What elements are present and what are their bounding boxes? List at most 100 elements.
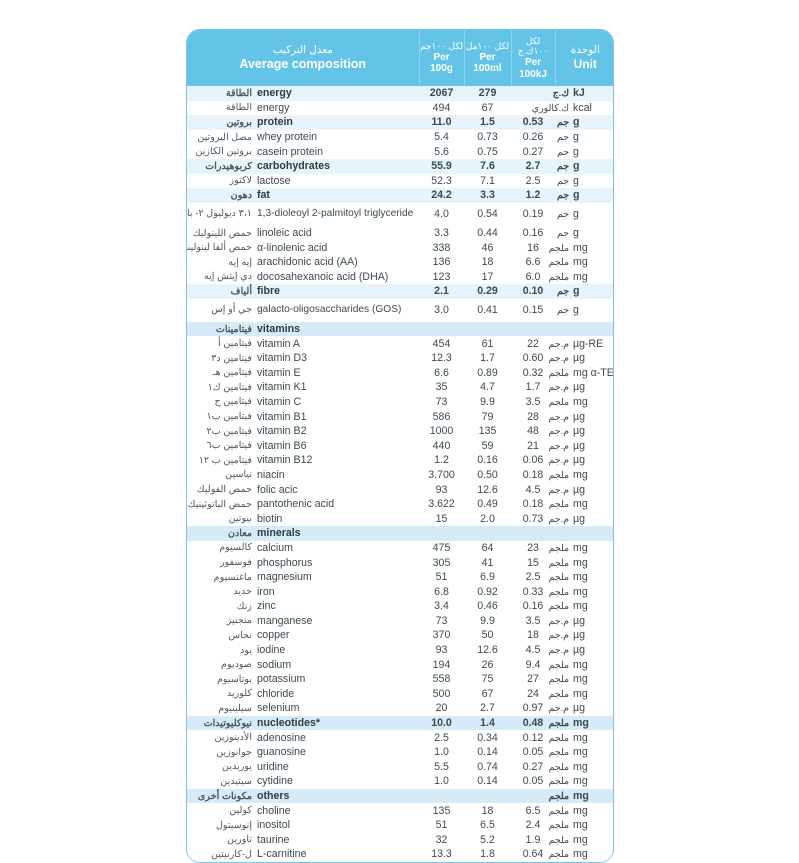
row-label-ar: فيتامين هـ [212,367,252,379]
value-per-100g: 454 [419,336,464,351]
unit-cell [555,321,613,337]
table-row: بروتين protein 11.0 1.5 0.53 جم g [187,115,613,130]
value-per-100ml: 0.14 [464,744,511,760]
header-per-100g-ar: لكل ١٠٠جم [419,40,464,51]
value-per-100g: 11.0 [419,115,464,130]
unit-ar: ك.كالوري [531,101,569,113]
value-per-100ml: 0.92 [464,584,511,599]
table-row: بيوتين biotin 15 2.0 0.73 م.جم µg [187,511,613,527]
row-label-en: 1,3-dioleoyl 2-palmitoyl triglyceride [257,207,414,219]
value-per-100ml: 0.49 [464,496,511,512]
row-label-ar: كولين [229,805,252,817]
unit-en: g [573,304,579,317]
row-label-ar: ماغنسيوم [213,571,252,583]
value-per-100kj: 0.12 [511,730,555,745]
table-row: منجنيز manganese 73 9.9 3.5 م.جم µg [187,613,613,629]
table-row: فيتامين ج vitamin C 73 9.9 3.5 ملجم mg [187,394,613,410]
value-per-100g: 5.6 [419,144,464,159]
table-row: ٣،١ ديولیول ٢- بالمیتول ثلاثي الجليسيريد… [187,202,613,226]
unit-cell: ملجم mg [549,540,613,556]
value-per-100kj: 9.4 [511,657,555,672]
value-per-100kj: 2.5 [511,173,555,189]
nutrition-composition-card: معدل التركيب Average composition لكل ١٠٠… [186,29,614,863]
table-row: فيتامين ب٢ vitamin B2 1000 135 48 م.جم µg [187,423,613,439]
row-label-ar: سيلينيوم [218,702,252,714]
value-per-100ml: 7.1 [464,173,511,189]
table-row: جي أو إس galacto-oligosaccharides (GOS) 3.… [187,298,613,322]
unit-ar: ملجم [548,658,569,670]
table-row: ل-كارنيتين L-carnitine 13.3 1.8 0.64 ملجم mg [187,847,613,862]
table-row: زنك zinc 3.4 0.46 0.16 ملجم mg [187,599,613,614]
value-per-100kj: 6.6 [511,254,555,270]
unit-en: g [573,160,580,173]
row-label-cell: صوديوم sodium [187,657,419,672]
unit-en: µg [573,629,585,642]
row-label-en: chloride [257,687,295,700]
unit-cell: ملجم mg [549,832,613,848]
row-label-cell: الطاقة energy [187,86,419,101]
unit-en: mg [573,819,588,832]
row-label-en: lactose [257,174,291,187]
row-label-cell: مصل البروتين whey protein [187,129,419,145]
row-label-ar: نياسين [225,469,252,481]
value-per-100g: 558 [419,671,464,687]
row-label-cell: ماغنسيوم magnesium [187,569,419,585]
table-row: بوتاسيوم potassium 558 75 27 ملجم mg [187,671,613,687]
unit-ar: جم [556,174,569,186]
table-row: حديد iron 6.8 0.92 0.33 ملجم mg [187,584,613,599]
row-label-ar: فيتامين ب٢ [206,425,253,437]
row-label-en: whey protein [257,131,318,144]
row-label-en: vitamin B12 [257,454,313,467]
unit-ar: ملجم [548,366,569,378]
row-label-cell: مكونات أخرى others [187,788,419,804]
row-label-en: linoleic acid [257,227,312,240]
value-per-100g [419,321,464,337]
value-per-100g: 136 [419,254,464,270]
header-average-composition: معدل التركيب Average composition [187,30,419,86]
value-per-100kj [511,86,555,101]
row-label-ar: الطاقة [225,102,252,114]
unit-cell: جم g [555,298,613,322]
row-label-ar: يود [240,644,252,656]
value-per-100kj: 0.18 [511,467,555,483]
value-per-100g: 338 [419,240,464,255]
unit-cell: ملجم mg [549,774,613,789]
value-per-100kj: 2.5 [511,569,555,585]
row-label-ar: زنك [236,600,252,612]
value-per-100kj [511,526,555,541]
table-row: الطاقة energy 2067 279 ك.ج kJ [187,86,613,101]
value-per-100kj: 0.26 [511,129,555,145]
value-per-100ml: 279 [464,86,511,101]
value-per-100g: 475 [419,540,464,556]
value-per-100g: 3.3 [419,225,464,241]
unit-en: µg [573,439,585,452]
row-label-cell: كولين choline [187,803,419,818]
value-per-100kj [511,321,555,337]
unit-ar: ملجم [548,673,569,685]
value-per-100ml: 1.4 [464,715,511,731]
unit-ar: ملجم [548,790,569,802]
row-label-en: L-carnitine [257,848,307,861]
value-per-100ml: 59 [464,438,511,454]
value-per-100g: 6.8 [419,584,464,599]
value-per-100kj: 0.05 [511,774,555,789]
unit-en: µg [573,454,585,467]
header-per-100kj-en2: 100kJ [519,68,547,80]
row-label-cell: سيتيدين cytidine [187,774,419,789]
row-label-ar: تاورين [227,834,252,846]
unit-cell: م.جم µg [549,453,613,468]
row-label-ar: فيتامين ب ١٢ [198,454,252,466]
unit-ar: ملجم [548,687,569,699]
row-label-cell: دهون fat [187,188,419,203]
row-label-en: copper [257,629,290,642]
unit-ar: ك.ج [552,87,569,99]
row-label-ar: الطاقة [225,87,252,99]
header-per-100ml-ar: لكل ١٠٠مل [465,40,510,51]
unit-ar: ملجم [548,571,569,583]
row-label-ar: جوانوزين [216,746,252,758]
row-label-cell: بروتين الكازين casein protein [187,144,419,159]
header-unit-en: Unit [573,57,597,72]
row-label-cell: منجنيز manganese [187,613,419,629]
value-per-100kj: 0.33 [511,584,555,599]
value-per-100g: 194 [419,657,464,672]
